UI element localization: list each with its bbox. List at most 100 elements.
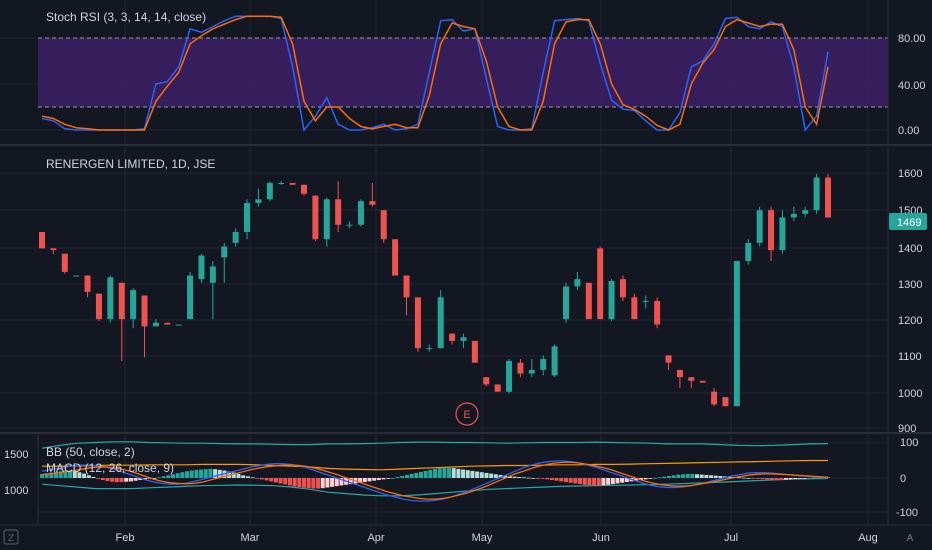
candle-body [665,355,672,363]
macd-hist-bar [620,478,625,483]
price-y-axis[interactable]: 1600 1500 1400 1300 1200 1100 1000 900 [898,168,922,435]
candle-body [73,275,80,277]
bb-title[interactable]: BB (50, close, 2) [46,445,135,459]
macd-hist-bar [189,470,194,478]
stoch-rsi-title[interactable]: Stoch RSI (3, 3, 14, 14, close) [46,10,206,24]
macd-hist-bar [259,478,264,480]
candle-body [312,195,319,240]
macd-hist-bar [437,468,442,478]
macd-hist-bar [96,478,101,479]
candle-body [175,324,182,326]
macd-hist-bar [690,473,695,478]
macd-hist-bar [245,476,250,478]
macd-y-axis[interactable]: 100 0 -100 [896,437,918,519]
macd-hist-bar [217,469,222,478]
macd-hist-bar [236,473,241,478]
macd-hist-bar [540,478,545,479]
macd-hist-bar [292,478,297,487]
candle-body [813,177,820,211]
macd-hist-bar [44,473,49,478]
macd-hist-bar [592,478,597,486]
macd-hist-bar [573,478,578,484]
earnings-marker[interactable]: E [455,402,479,426]
candle-body [483,377,490,385]
macd-hist-bar [428,469,433,478]
candle-body [357,201,364,225]
macd-hist-bar [418,471,423,478]
macd-hist-bar [86,475,91,478]
macd-hist-bar [765,478,770,480]
candle-body [335,199,342,225]
time-tick-jun: Jun [592,532,610,544]
macd-hist-bar [40,473,44,478]
macd-hist-bar [755,478,760,479]
macd-hist-bar [713,475,718,478]
candle-body [50,248,57,251]
macd-hist-bar [582,478,587,485]
candle-body [289,182,296,185]
macd-hist-bar [100,478,105,481]
macd-hist-bar [381,478,386,480]
macd-hist-bar [114,478,119,483]
macd-hist-bar [802,478,807,479]
macd-hist-bar [545,478,550,480]
time-tick-aug: Aug [858,532,878,544]
macd-hist-bar [91,476,96,478]
macd-hist-bar [507,476,512,478]
macd-hist-bar [334,478,339,487]
time-axis[interactable]: Feb Mar Apr May Jun Jul Aug [116,532,878,544]
macd-hist-bar [133,478,138,481]
candle-body [187,275,194,320]
stoch-rsi-plot [41,15,829,132]
macd-hist-bar [447,467,452,478]
auto-scale-button[interactable]: A [907,533,914,544]
candle-body [585,282,592,320]
macd-title[interactable]: MACD (12, 26, close, 9) [46,461,174,475]
macd-hist-bar [54,471,59,478]
macd-hist-bar [409,473,414,478]
price-pane-title[interactable]: RENERGEN LIMITED, 1D, JSE [46,157,215,171]
macd-hist-bar [400,475,405,478]
macd-hist-bar [769,478,774,480]
candle-body [152,322,159,327]
earnings-marker-circle[interactable] [455,402,479,426]
macd-hist-bar [521,477,526,479]
macd-hist-bar [63,470,68,478]
macd-hist-bar [564,478,568,483]
candle-body [198,255,205,280]
candle-body [517,362,524,374]
macd-hist-bar [231,472,236,478]
macd-hist-bar [105,478,110,482]
macd-hist-bar [156,477,161,479]
macd-hist-bar [316,478,321,489]
macd-hist-bar [311,478,316,489]
macd-hist-bar [456,468,461,478]
bb-line-1 [42,459,828,471]
macd-hist-bar [250,477,255,479]
earnings-marker-label[interactable]: E [463,409,470,421]
tv-logo-icon[interactable]: Z [3,529,19,545]
macd-bb-plot [40,441,830,502]
macd-hist-bar [142,478,147,480]
macd-hist-bar [512,476,517,478]
candle-body [244,202,251,232]
stoch-y-axis[interactable]: 80.00 40.00 0.00 [898,33,926,137]
candle-body [61,253,68,272]
bb-left-axis[interactable]: 1500 1000 [4,449,28,497]
macd-hist-bar [484,472,489,478]
macd-hist-bar [601,478,606,486]
macd-hist-bar [788,478,793,480]
macd-hist-bar [175,473,180,478]
macd-hist-bar [451,468,456,478]
candle-body [790,213,797,218]
candle-body [642,300,649,302]
candle-body [563,286,569,320]
macd-hist-bar [390,478,395,479]
candle-body [688,377,695,381]
candle-body [574,279,581,287]
candle-body [141,295,148,327]
candle-body [414,297,421,349]
macd-hist-bar [648,478,653,479]
candle-body [608,280,615,320]
price-tick-1400: 1400 [898,243,922,255]
